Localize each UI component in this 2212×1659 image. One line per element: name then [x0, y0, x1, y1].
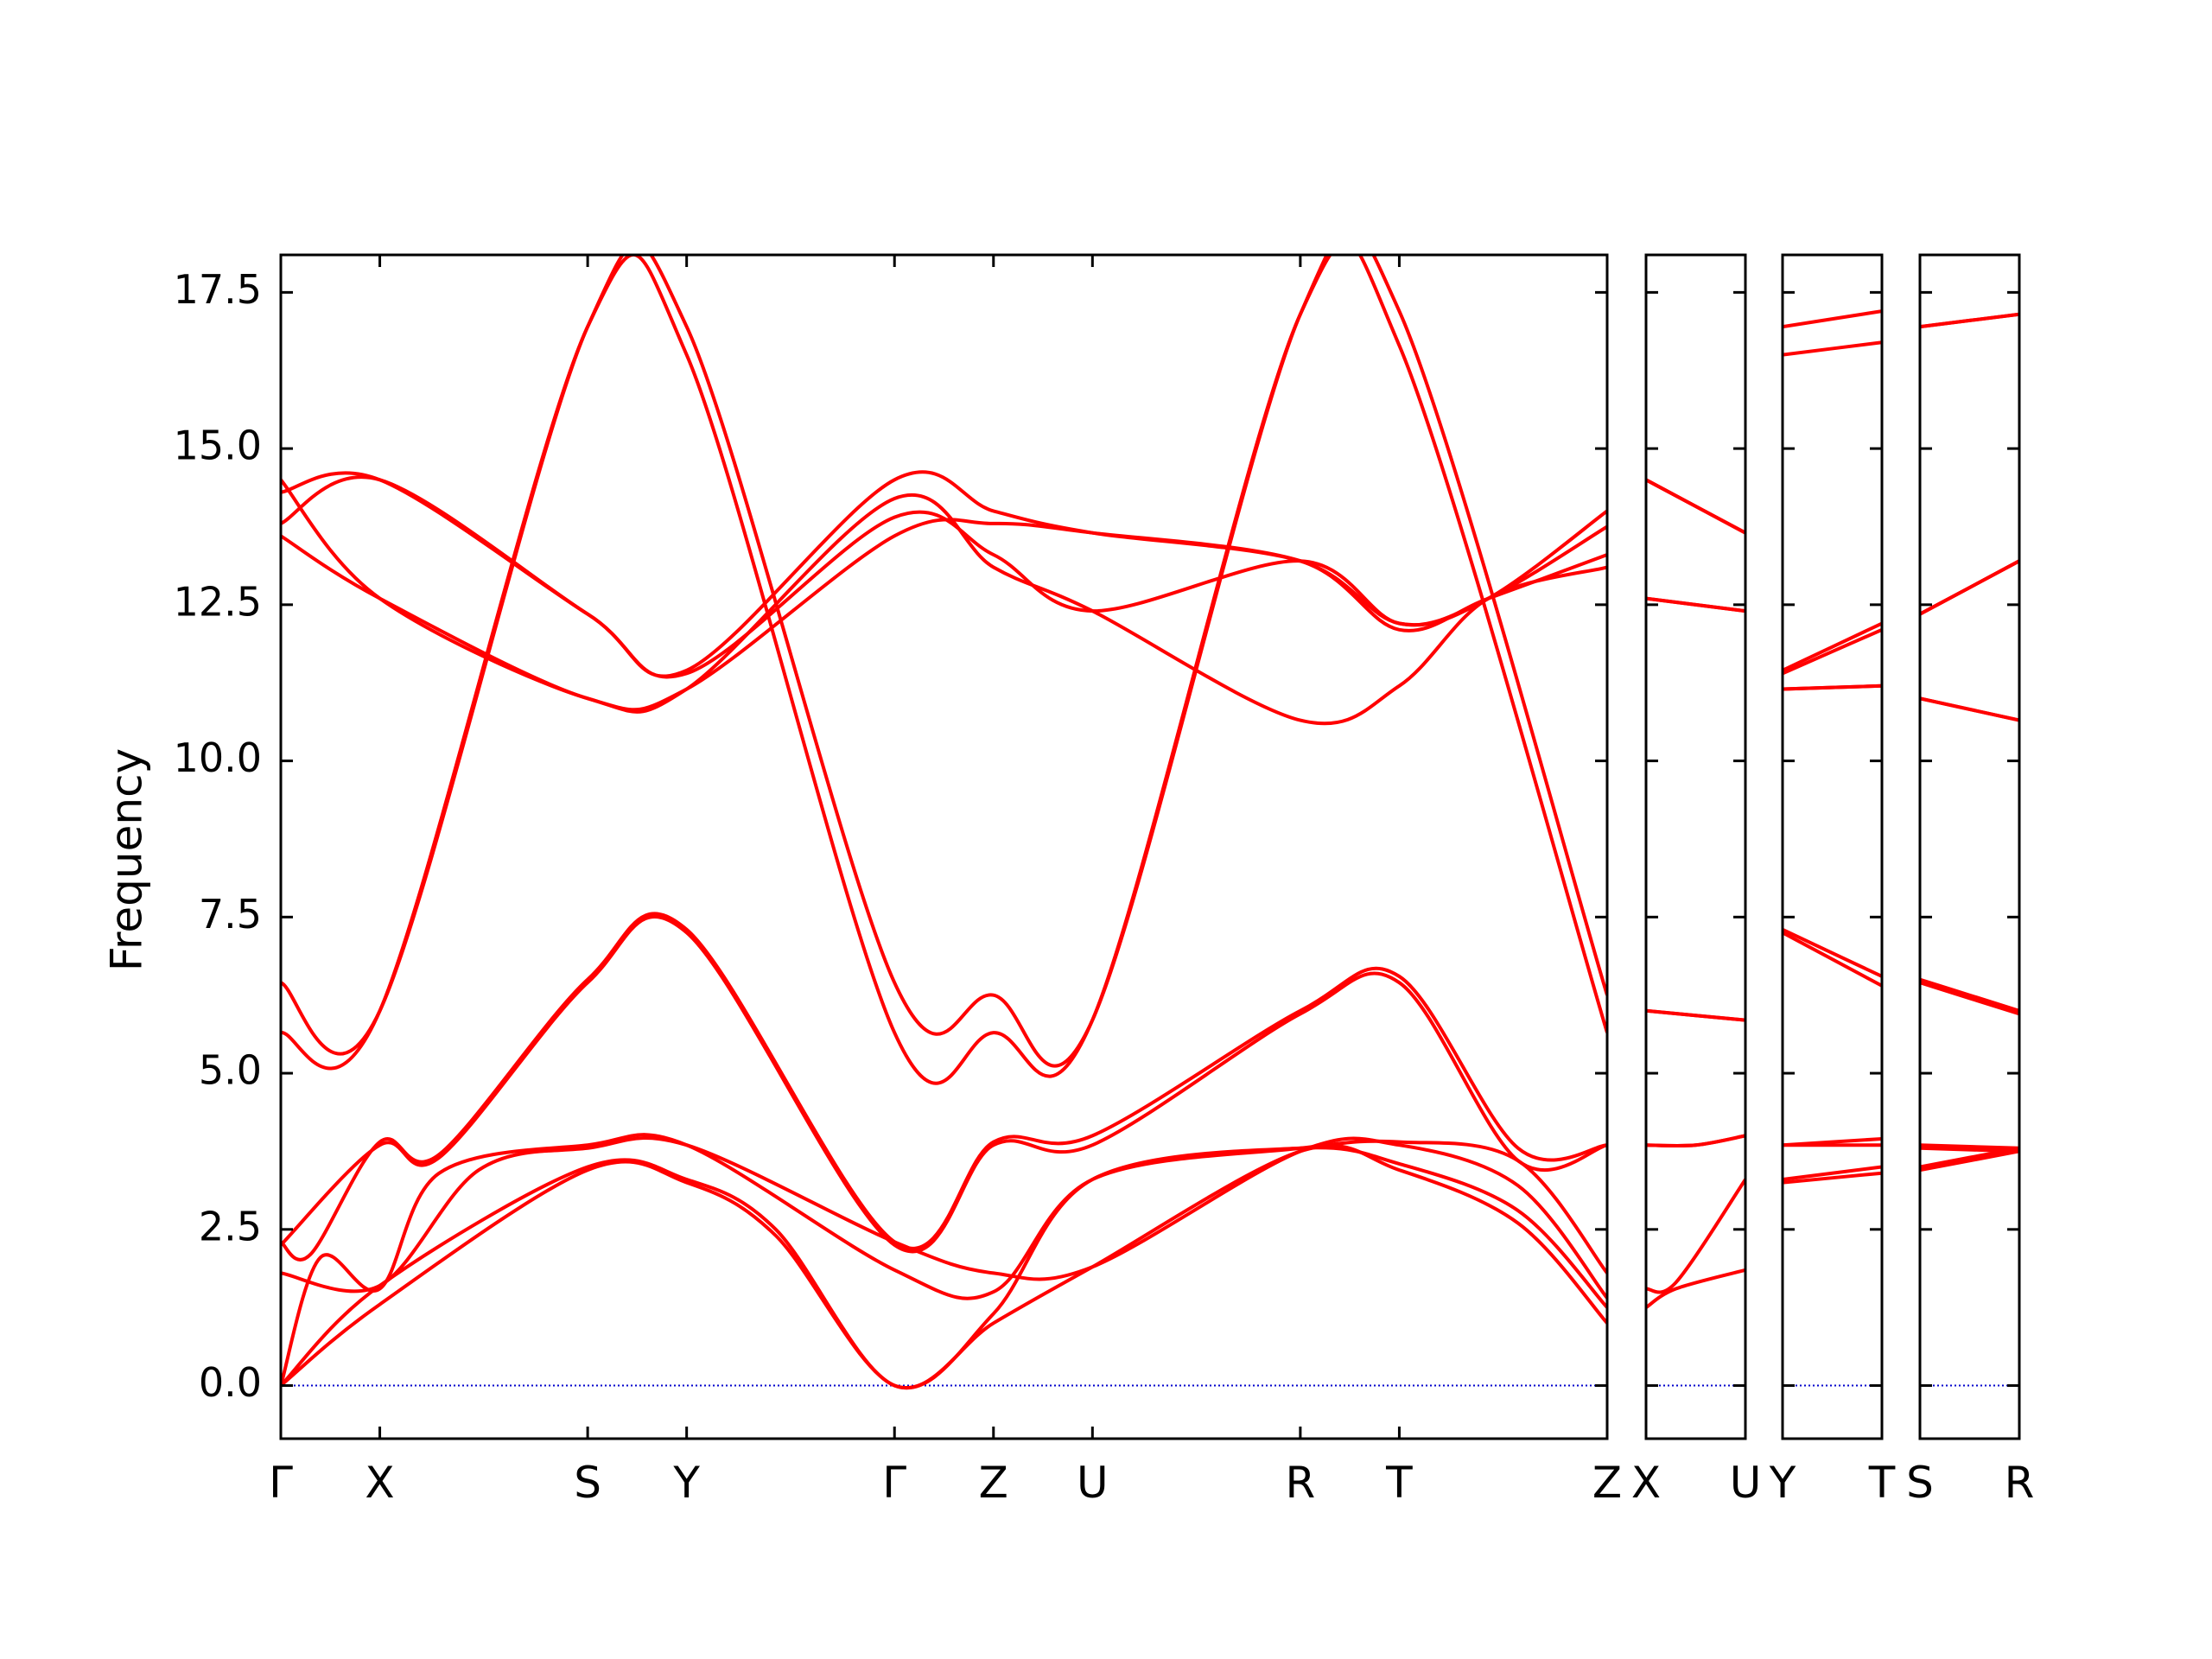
band-line-8 — [1920, 696, 2019, 722]
x-tick-label: T — [1385, 1458, 1413, 1508]
band-line-6 — [281, 912, 1607, 1262]
y-tick-label: 15.0 — [174, 423, 262, 469]
panel-frame — [1918, 253, 2021, 1440]
band-line-12 — [1783, 309, 1882, 329]
panel-1: 0.0 2.5 5.0 7.5 10.0 12.5 15.0 17.5 Γ X S Y Γ Z U R T Z — [174, 253, 1622, 1508]
band-line-1 — [1920, 1149, 2019, 1173]
x-tick-label: Γ — [882, 1458, 906, 1508]
panel-frame — [1644, 253, 1747, 1440]
y-tick-label: 2.5 — [199, 1203, 262, 1249]
x-tick-label: S — [574, 1458, 601, 1508]
band-group — [1920, 312, 2019, 1173]
x-tick-label: U — [1730, 1458, 1762, 1508]
y-axis-label: Frequency — [102, 748, 152, 971]
band-line-2 — [281, 1146, 1607, 1390]
x-tick-label: Y — [1769, 1458, 1796, 1508]
x-tick-label: Z — [979, 1458, 1008, 1508]
band-line-5 — [281, 915, 1607, 1254]
band-line-4 — [1920, 1143, 2019, 1150]
band-line-2 — [1646, 1178, 1745, 1294]
chart-panels: 0.02.55.07.510.012.515.017.5Γ X S Y Γ Z U R T Z X U… — [174, 253, 2035, 1508]
y-tick-label: 5.0 — [199, 1047, 262, 1094]
x-tick-label: X — [1631, 1458, 1661, 1508]
y-tick-label: 7.5 — [199, 891, 262, 938]
y-tick-label: 0.0 — [199, 1359, 262, 1406]
band-line-7 — [281, 255, 1607, 1085]
panel-frame — [279, 253, 1609, 1440]
band-line-10 — [1646, 478, 1745, 535]
band-line-10 — [1783, 621, 1882, 672]
band-line-8 — [1783, 683, 1882, 691]
band-line-1 — [1646, 1268, 1745, 1309]
x-tick-label: R — [2005, 1458, 2035, 1508]
band-line-11 — [1783, 340, 1882, 357]
band-line-5 — [1783, 931, 1882, 988]
band-line-1 — [281, 1144, 1607, 1389]
x-tick-label: R — [1286, 1458, 1316, 1508]
band-group — [1646, 478, 1745, 1309]
band-line-3 — [1920, 1146, 2019, 1154]
band-line-6 — [1920, 977, 2019, 1013]
band-line-4 — [1646, 1134, 1745, 1147]
band-line-12 — [281, 470, 1607, 678]
x-tick-label: S — [1906, 1458, 1934, 1508]
band-group — [1783, 309, 1882, 1185]
band-line-5 — [1920, 981, 2019, 1016]
panel-frame — [1781, 253, 1884, 1440]
x-tick-label: Z — [1592, 1458, 1622, 1508]
x-tick-label: Y — [672, 1458, 700, 1508]
x-tick-label: T — [1868, 1458, 1896, 1508]
band-line-10 — [281, 518, 1607, 712]
band-line-8 — [281, 255, 1607, 1068]
band-line-11 — [281, 475, 1607, 679]
band-line-6 — [1783, 927, 1882, 978]
band-line-10 — [1920, 559, 2019, 616]
y-tick-label: 12.5 — [174, 578, 262, 625]
band-line-4 — [281, 1136, 1607, 1300]
band-group — [281, 255, 1607, 1390]
x-tick-label: U — [1077, 1458, 1109, 1508]
band-line-1 — [1783, 1171, 1882, 1185]
band-line-9 — [281, 479, 1607, 726]
y-tick-label: 17.5 — [174, 266, 262, 313]
x-tick-label: Γ — [269, 1458, 293, 1508]
band-line-12 — [1920, 312, 2019, 329]
band-line-2 — [1783, 1165, 1882, 1181]
band-line-4 — [1783, 1137, 1882, 1147]
band-line-9 — [1783, 627, 1882, 676]
band-line-6 — [1646, 1008, 1745, 1022]
x-tick-label: X — [365, 1458, 394, 1508]
y-tick-label: 10.0 — [174, 734, 262, 781]
band-line-8 — [1646, 596, 1745, 613]
